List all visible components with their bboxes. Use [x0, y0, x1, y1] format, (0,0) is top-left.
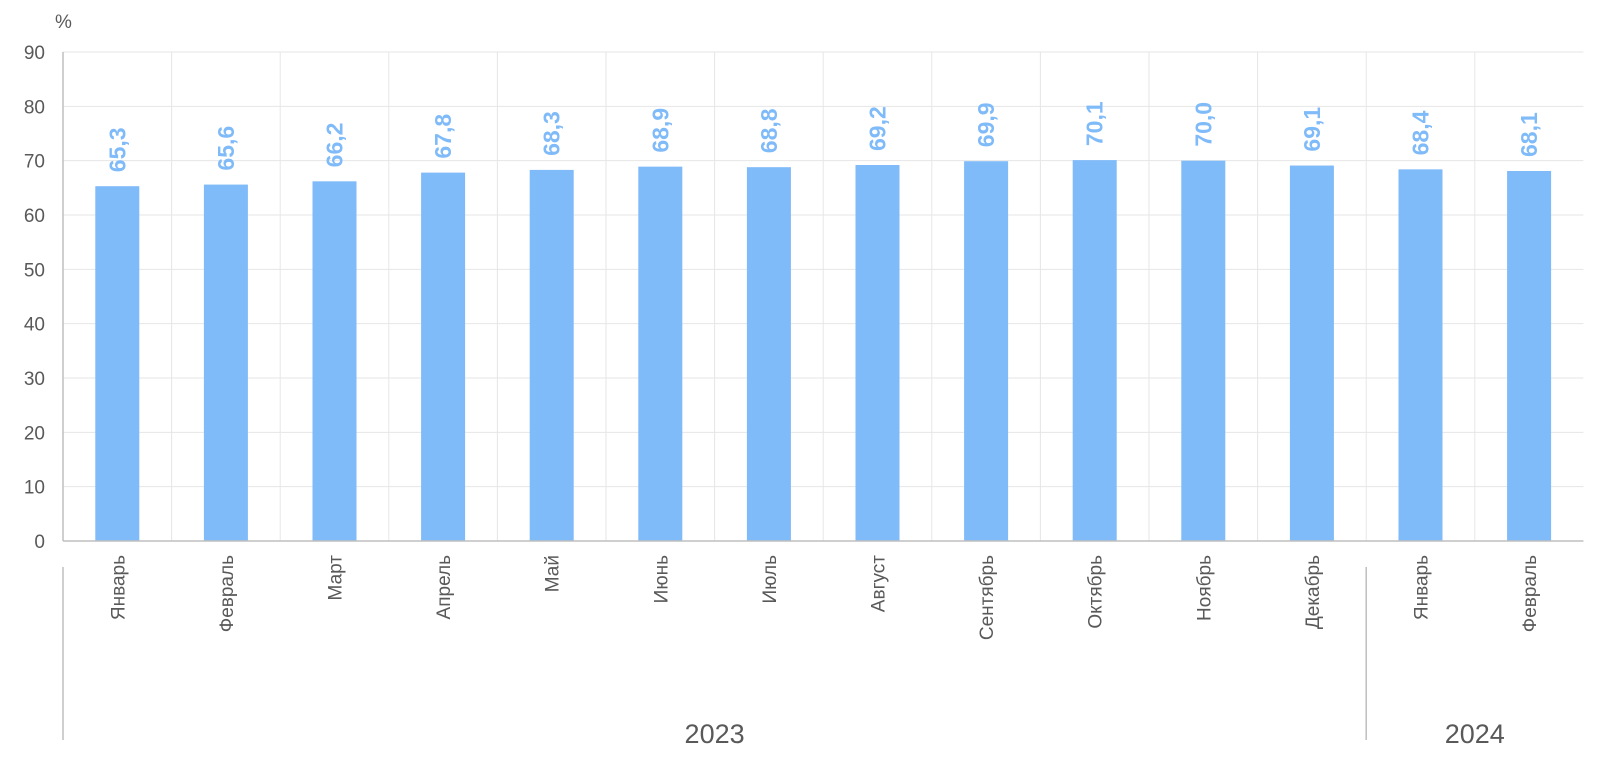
y-tick-label: 60 [24, 206, 45, 227]
bar [312, 181, 357, 541]
y-tick-label: 10 [24, 478, 45, 499]
bar [95, 186, 140, 541]
bar [1507, 170, 1552, 542]
x-tick-label: Март [326, 555, 347, 601]
value-label: 68,8 [756, 108, 782, 153]
y-tick-label: 90 [24, 43, 45, 64]
y-tick-label: 70 [24, 152, 45, 173]
x-tick-label: Февраль [217, 555, 238, 632]
x-tick-label: Январь [108, 555, 129, 620]
value-label: 68,3 [539, 111, 565, 156]
bar [421, 172, 466, 541]
bar [1289, 165, 1334, 541]
x-tick-label: Сентябрь [977, 555, 998, 640]
value-label: 70,1 [1082, 101, 1108, 146]
value-label: 68,1 [1516, 112, 1542, 157]
value-label: 69,2 [865, 106, 891, 151]
y-tick-label: 40 [24, 315, 45, 336]
x-tick-label: Декабрь [1303, 555, 1324, 629]
bar [1072, 160, 1117, 541]
value-label: 67,8 [430, 114, 456, 159]
y-tick-label: 20 [24, 423, 45, 444]
value-label: 70,0 [1190, 102, 1216, 147]
bar [746, 167, 791, 542]
x-tick-label: Октябрь [1086, 555, 1107, 629]
y-tick-label: 30 [24, 369, 45, 390]
y-tick-label: 80 [24, 97, 45, 118]
bar [855, 165, 900, 541]
x-tick-label: Август [869, 555, 890, 612]
value-label: 68,9 [647, 108, 673, 153]
bar [964, 161, 1009, 541]
bar [529, 169, 574, 542]
group-label: 2023 [685, 719, 745, 749]
value-label: 68,4 [1408, 110, 1434, 155]
value-label: 65,3 [104, 127, 130, 172]
x-tick-label: Ноябрь [1194, 555, 1215, 621]
x-tick-label: Июль [760, 555, 781, 604]
x-tick-label: Февраль [1520, 555, 1541, 632]
x-tick-label: Июнь [651, 555, 672, 603]
bar [1398, 169, 1443, 542]
y-tick-label: 50 [24, 260, 45, 281]
bar [203, 184, 248, 541]
value-label: 65,6 [213, 126, 239, 171]
value-label: 69,9 [973, 102, 999, 147]
value-label: 66,2 [322, 123, 348, 168]
x-tick-label: Апрель [434, 555, 455, 620]
bar [1181, 160, 1226, 541]
x-tick-label: Январь [1412, 555, 1433, 620]
value-label: 69,1 [1299, 107, 1325, 152]
bar [638, 166, 683, 542]
x-tick-label: Май [543, 555, 564, 592]
group-label: 2024 [1445, 719, 1505, 749]
y-tick-label: 0 [34, 532, 45, 553]
y-axis-label: % [55, 12, 72, 33]
